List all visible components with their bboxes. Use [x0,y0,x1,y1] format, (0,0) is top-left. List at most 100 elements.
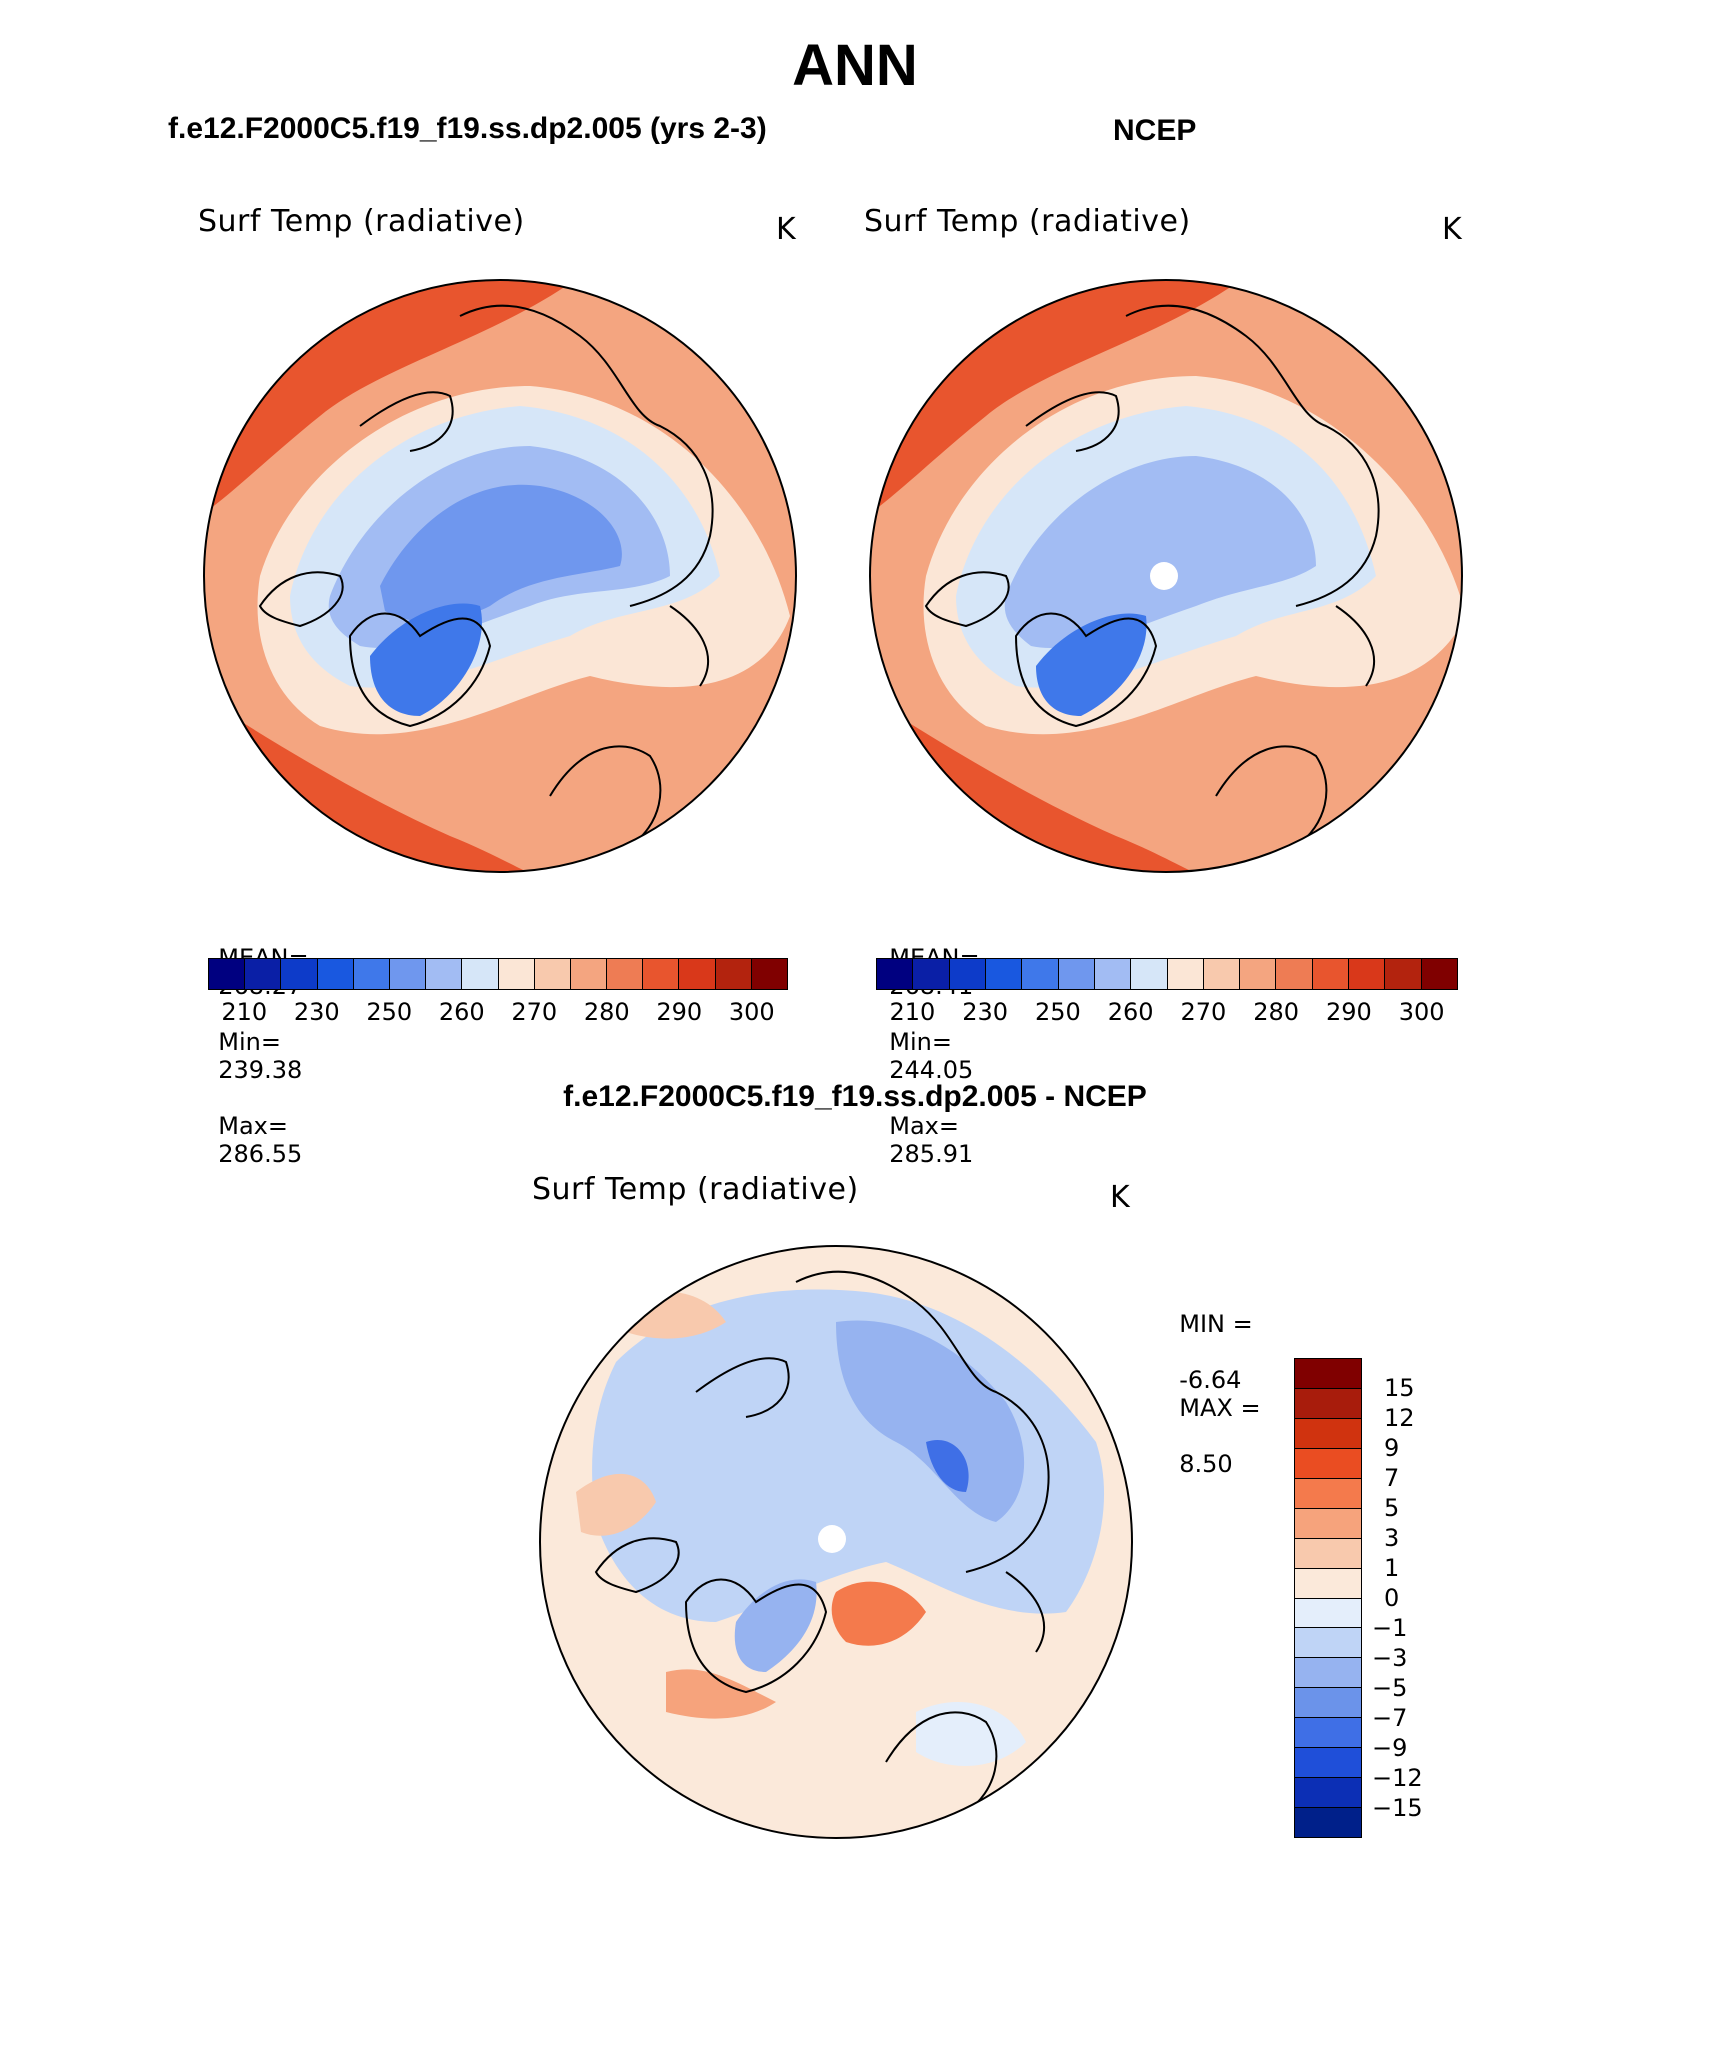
ncep-colorbar-tick-label: 260 [1107,998,1154,1026]
ncep-colorbar-cell [1167,959,1204,989]
model-colorbar-cell [498,959,535,989]
diff-pole-hole [818,1525,846,1553]
model-max-label: Max= [218,1112,288,1140]
diff-colorbar-tick-label: 5 [1384,1494,1400,1522]
ncep-pole-hole [1150,562,1178,590]
diff-colorbar-cell [1295,1688,1361,1719]
diff-colorbar-cell [1295,1748,1361,1779]
model-colorbar-cell [643,959,680,989]
model-colorbar-ticks: 210 230 250 260 270 280 290 300 [208,998,788,1028]
diff-coastlines [594,1270,1050,1813]
model-colorbar-cell [245,959,282,989]
ncep-polar-map [869,279,1463,873]
model-colorbar-tick-label: 230 [293,998,340,1026]
ncep-colorbar-cell [1203,959,1241,989]
model-colorbar-cell [462,959,499,989]
diff-cold-europe [916,1702,1026,1766]
ncep-stats: MEAN= 268.41 Min= 244.05 Max= 285.91 [874,916,979,1168]
diff-colorbar-cell [1295,1418,1361,1449]
ncep-colorbar-cell [1276,959,1313,989]
ncep-min-value: 244.05 [889,1056,974,1084]
model-colorbar-cell [751,959,787,989]
diff-plot-title: Surf Temp (radiative) [532,1172,859,1207]
model-colorbar [208,958,788,990]
ncep-colorbar-cell [985,959,1023,989]
diff-max-value: 8.50 [1179,1450,1233,1478]
ncep-colorbar-cell [1312,959,1350,989]
ncep-colorbar [876,958,1458,990]
diff-colorbar-cell [1295,1808,1361,1837]
ncep-colorbar-tick-label: 280 [1253,998,1300,1026]
ncep-units: K [1442,212,1462,247]
ncep-map-border [869,279,1463,873]
model-colorbar-tick-label: 250 [366,998,413,1026]
ncep-colorbar-tick-label: 250 [1034,998,1081,1026]
ncep-colorbar-cell [1131,959,1168,989]
ncep-coastlines [924,304,1380,847]
model-panel-header: f.e12.F2000C5.f19_f19.ss.dp2.005 (yrs 2-… [168,112,767,145]
diff-warm-west [576,1473,656,1536]
ncep-cold-mid [1004,456,1316,648]
model-colorbar-cell [607,959,644,989]
ncep-colorbar-tick-label: 210 [889,998,936,1026]
ncep-panel-header: NCEP [1113,114,1197,147]
diff-colorbar-tick-label: −9 [1372,1734,1408,1762]
model-polar-map [203,279,797,873]
diff-colorbar-cell [1295,1718,1361,1749]
diff-cold-siberia [836,1320,1025,1522]
diff-colorbar-tick-label: −5 [1372,1674,1408,1702]
model-colorbar-tick-label: 260 [438,998,485,1026]
diff-colorbar-cell [1295,1538,1361,1569]
diff-minmax: MIN = -6.64 MAX = 8.50 [1164,1282,1260,1478]
ncep-greenland-cold [1036,613,1147,716]
ncep-colorbar-cell [1385,959,1422,989]
ncep-colorbar-cell [1421,959,1457,989]
ncep-colorbar-ticks: 210 230 250 260 270 280 290 300 [876,998,1458,1028]
diff-colorbar-cell [1295,1598,1361,1629]
diff-colorbar-tick-label: −15 [1372,1794,1423,1822]
ncep-colorbar-tick-label: 300 [1398,998,1445,1026]
ncep-colorbar-cell [949,959,986,989]
diff-colorbar-tick-label: 15 [1384,1374,1415,1402]
model-colorbar-tick-label: 280 [583,998,630,1026]
diff-colorbar-tick-label: 7 [1384,1464,1400,1492]
diff-map-border [539,1245,1133,1839]
diff-min-label: MIN = [1179,1310,1253,1338]
diff-colorbar-tick-label: 1 [1384,1554,1400,1582]
diff-colorbar-cell [1295,1568,1361,1599]
diff-colorbar-tick-label: −1 [1372,1614,1408,1642]
diff-colorbar-tick-label: 12 [1384,1404,1415,1432]
model-colorbar-cell [426,959,463,989]
model-colorbar-tick-label: 270 [511,998,558,1026]
model-cold-high [380,484,622,622]
model-colorbar-cell [715,959,752,989]
model-colorbar-tick-label: 290 [656,998,703,1026]
model-map-border [203,279,797,873]
model-units: K [776,212,796,247]
ncep-colorbar-tick-label: 290 [1325,998,1372,1026]
diff-colorbar-cell [1295,1508,1361,1539]
diff-colorbar-cell [1295,1388,1361,1419]
diff-colorbar-cell [1295,1478,1361,1509]
diff-colorbar-tick-label: −3 [1372,1644,1408,1672]
ncep-colorbar-tick-label: 230 [962,998,1009,1026]
diff-colorbar-tick-label: 0 [1384,1584,1400,1612]
model-max-value: 286.55 [218,1140,303,1168]
ncep-colorbar-cell [1349,959,1386,989]
ncep-colorbar-cell [877,959,914,989]
model-coastlines [258,304,714,847]
model-colorbar-cell [317,959,354,989]
model-colorbar-cell [209,959,246,989]
ncep-colorbar-cell [1022,959,1059,989]
diff-colorbar-cell [1295,1448,1361,1479]
diff-colorbar-tick-label: −7 [1372,1704,1408,1732]
figure-title: ANN [792,33,918,98]
ncep-plot-title: Surf Temp (radiative) [864,204,1191,239]
model-colorbar-cell [534,959,571,989]
diff-warm-greenland-south [666,1669,776,1719]
diff-colorbar-tick-label: 9 [1384,1434,1400,1462]
diff-colorbar-tick-label: −12 [1372,1764,1423,1792]
diff-panel-header: f.e12.F2000C5.f19_f19.ss.dp2.005 - NCEP [563,1080,1147,1113]
diff-warm-barents [831,1581,926,1646]
ncep-max-value: 285.91 [889,1140,974,1168]
